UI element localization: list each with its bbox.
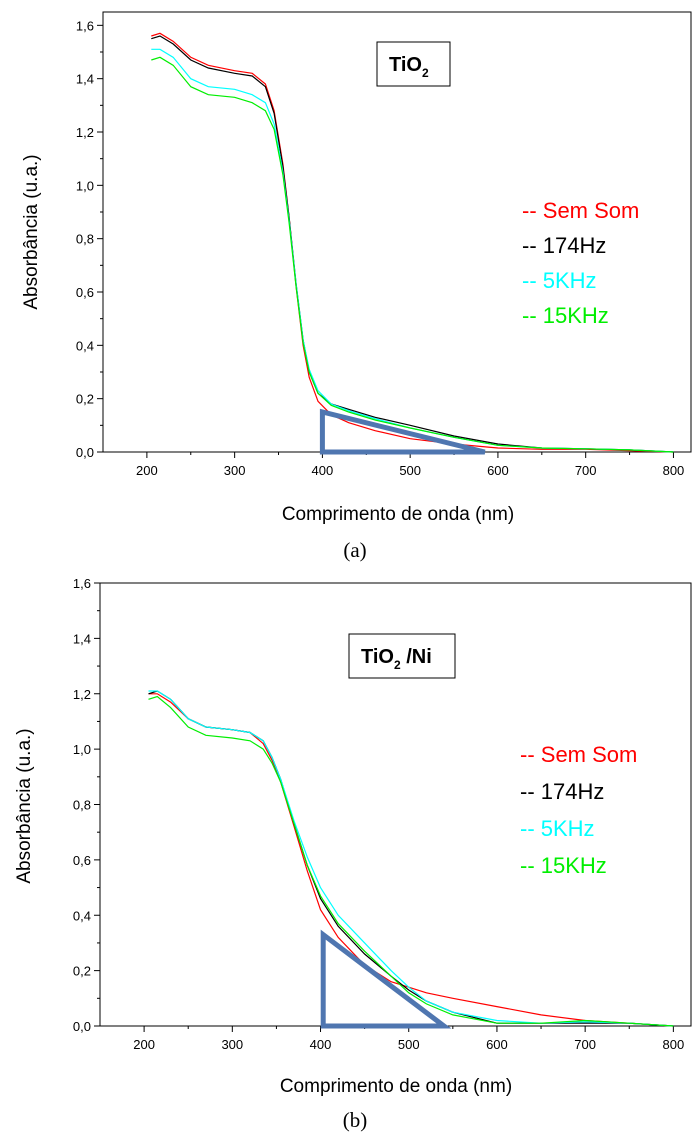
x-tick-label: 700 <box>574 1037 596 1052</box>
y-tick-label: 1,6 <box>73 576 91 591</box>
y-tick-label: 0,4 <box>76 338 94 353</box>
x-tick-label: 500 <box>398 1037 420 1052</box>
chart-a-xlabel: Comprimento de onda (nm) <box>282 504 514 525</box>
chart-a-badge-sub: 2 <box>422 66 429 80</box>
chart-a-badge-box <box>376 41 451 87</box>
chart-a-badge: TiO2 <box>376 41 451 87</box>
chart-a-triangle <box>319 408 486 455</box>
legend-entry: -- 174Hz <box>522 233 606 258</box>
svg-text:TiO2 /Ni: TiO2 /Ni <box>361 646 432 672</box>
y-tick-label: 0,6 <box>76 285 94 300</box>
legend-entry: -- 5KHz <box>520 816 595 841</box>
triangle-annotation <box>319 408 486 455</box>
chart-b-badge-main: TiO <box>361 646 394 668</box>
x-tick-label: 400 <box>310 1037 332 1052</box>
chart-b-caption: (b) <box>343 1108 368 1132</box>
y-tick-label: 1,2 <box>76 125 94 140</box>
chart-a-ticks: 200 300 400 500 600 700 800 0,0 0,2 0,4 0,6 0,8 1,0 1… <box>76 18 684 478</box>
y-tick-label: 1,2 <box>73 687 91 702</box>
series-line <box>148 695 674 1027</box>
x-tick-label: 300 <box>224 463 246 478</box>
y-tick-label: 1,6 <box>76 18 94 33</box>
chart-b-triangle <box>320 929 452 1029</box>
chart-b-badge-box <box>348 633 456 679</box>
legend-entry: -- 15KHz <box>520 853 607 878</box>
legend-entry: -- Sem Som <box>520 742 637 767</box>
legend-entry: -- 174Hz <box>520 779 604 804</box>
chart-b-badge: TiO2 /Ni <box>348 633 456 679</box>
x-tick-label: 300 <box>221 1037 243 1052</box>
y-tick-label: 0,2 <box>76 392 94 407</box>
chart-b-badge-sub: 2 <box>394 658 401 672</box>
y-tick-label: 1,4 <box>73 631 91 646</box>
series-line <box>151 56 674 453</box>
triangle-annotation <box>320 929 452 1029</box>
chart-a-legend: -- Sem Som -- 174Hz -- 5KHz -- 15KHz <box>522 198 639 328</box>
y-tick-label: 1,4 <box>76 72 94 87</box>
x-tick-label: 600 <box>487 463 509 478</box>
x-tick-label: 800 <box>663 1037 685 1052</box>
chart-b-series <box>148 690 674 1027</box>
chart-a-series <box>151 32 674 453</box>
chart-b-badge-suffix: /Ni <box>401 646 432 668</box>
x-tick-label: 600 <box>486 1037 508 1052</box>
chart-a-badge-main: TiO <box>389 54 422 76</box>
legend-entry: -- 15KHz <box>522 303 609 328</box>
y-tick-label: 0,0 <box>76 445 94 460</box>
y-tick-label: 0,8 <box>73 798 91 813</box>
y-tick-label: 0,2 <box>73 964 91 979</box>
x-tick-label: 800 <box>663 463 685 478</box>
chart-panel-b: 200 300 400 500 600 700 800 0,0 0,2 0,4 0,6 0,8 1,0 1… <box>14 576 692 1132</box>
chart-panel-a: 200 300 400 500 600 700 800 0,0 0,2 0,4 0,6 0,8 1,0 1… <box>21 11 692 562</box>
y-tick-label: 0,0 <box>73 1019 91 1034</box>
chart-b-xlabel: Comprimento de onda (nm) <box>280 1076 512 1097</box>
x-tick-label: 500 <box>399 463 421 478</box>
chart-a-ylabel: Absorbância (u.a.) <box>21 154 42 309</box>
y-tick-label: 0,6 <box>73 853 91 868</box>
svg-text:TiO2: TiO2 <box>389 54 429 80</box>
y-tick-label: 1,0 <box>76 178 94 193</box>
series-line <box>148 690 674 1027</box>
chart-b-legend: -- Sem Som -- 174Hz -- 5KHz -- 15KHz <box>520 742 637 878</box>
legend-entry: -- 5KHz <box>522 268 597 293</box>
chart-b-ylabel: Absorbância (u.a.) <box>14 728 35 883</box>
chart-a-caption: (a) <box>343 538 366 562</box>
x-tick-label: 200 <box>133 1037 155 1052</box>
y-tick-label: 1,0 <box>73 742 91 757</box>
y-tick-label: 0,4 <box>73 908 91 923</box>
x-tick-label: 200 <box>136 463 158 478</box>
y-tick-label: 0,8 <box>76 232 94 247</box>
legend-entry: -- Sem Som <box>522 198 639 223</box>
chart-b-ticks: 200 300 400 500 600 700 800 0,0 0,2 0,4 0,6 0,8 1,0 1… <box>73 576 684 1052</box>
x-tick-label: 400 <box>312 463 334 478</box>
x-tick-label: 700 <box>575 463 597 478</box>
